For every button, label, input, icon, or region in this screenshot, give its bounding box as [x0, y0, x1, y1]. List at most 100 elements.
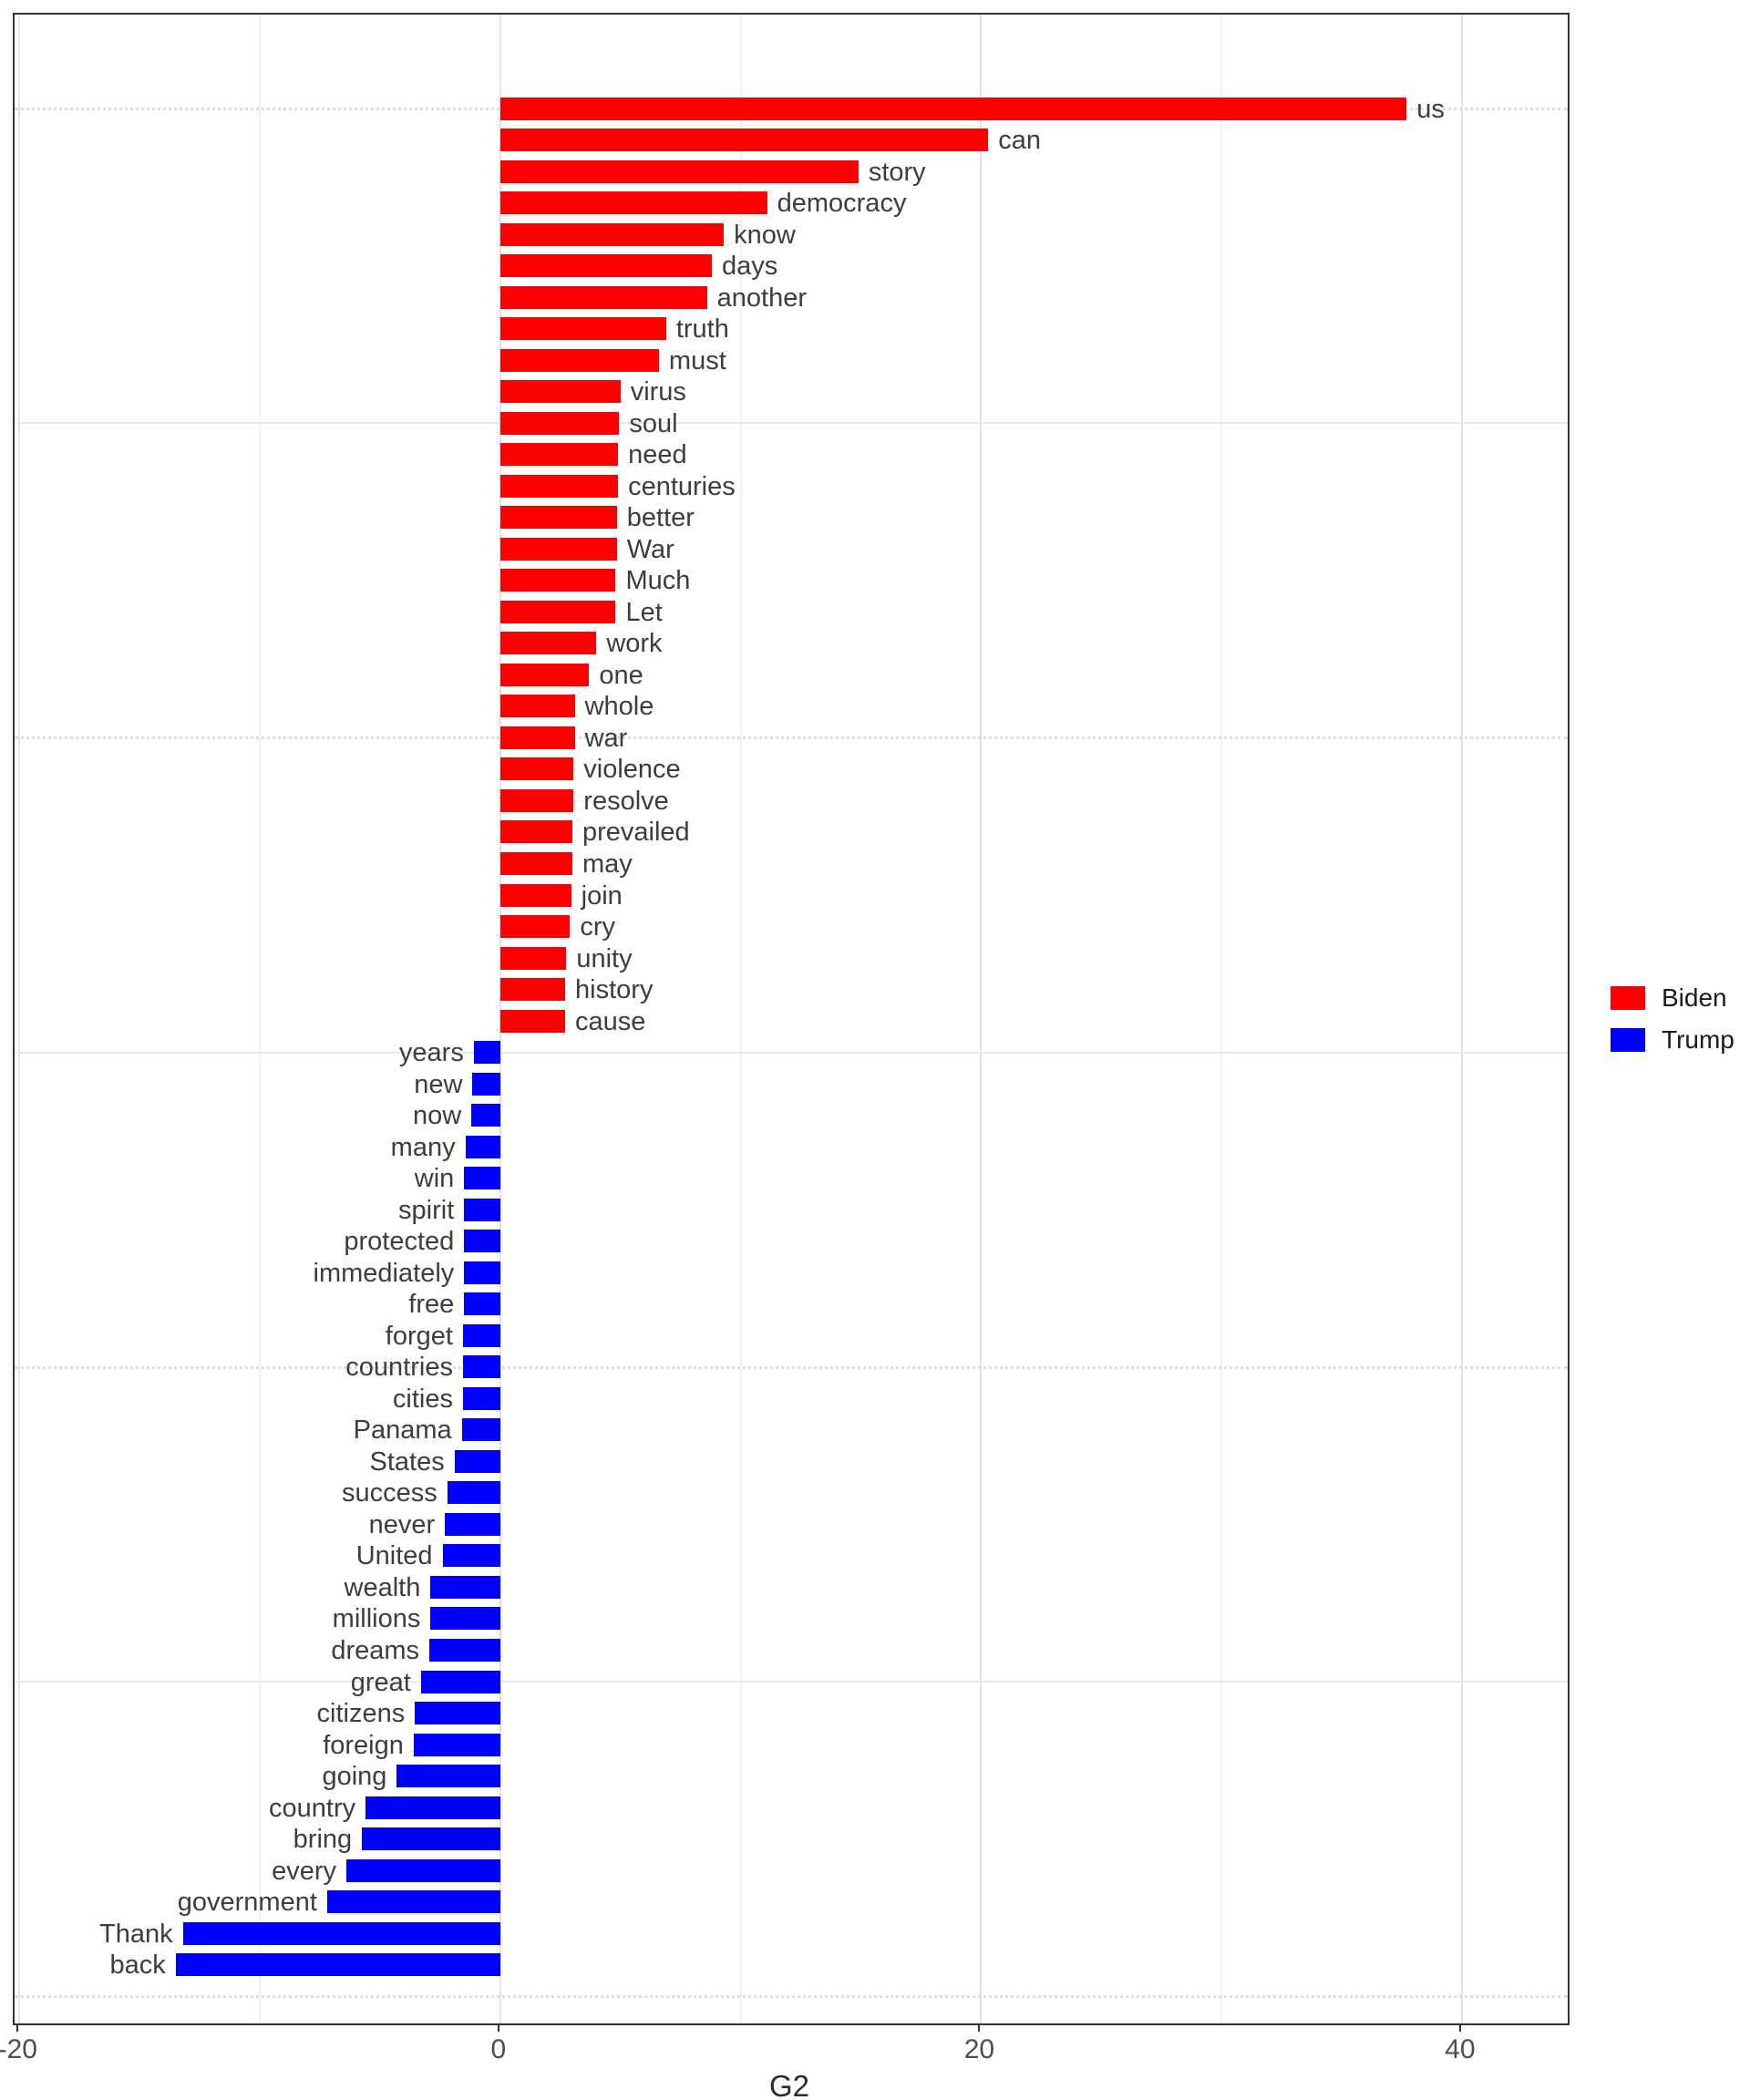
bar-label-us: us	[1416, 94, 1445, 124]
bar-virus	[499, 380, 621, 404]
vertical-major-gridline	[980, 15, 983, 2023]
bar-War	[499, 537, 617, 561]
bar-label-cities: cities	[392, 1384, 453, 1414]
bar-us	[499, 97, 1407, 120]
bar-countries	[462, 1355, 500, 1379]
bar-label-virus: virus	[630, 377, 686, 407]
horizontal-dotted-gridline	[15, 1365, 1568, 1369]
bar-label-forget: forget	[385, 1321, 453, 1351]
bar-label-Panama: Panama	[353, 1415, 452, 1446]
bar-must	[499, 348, 659, 372]
bar-Thank	[182, 1921, 500, 1945]
bar-label-another: another	[716, 283, 808, 313]
bar-centuries	[499, 474, 619, 498]
bar-label-can: can	[998, 126, 1042, 156]
bar-label-success: success	[342, 1478, 438, 1508]
bar-label-bring: bring	[293, 1825, 353, 1855]
bar-protected	[464, 1230, 500, 1253]
bar-cry	[499, 915, 571, 939]
bar-label-work: work	[606, 629, 663, 659]
bar-every	[346, 1858, 500, 1882]
bar-label-spirit: spirit	[398, 1195, 455, 1225]
vertical-major-gridline	[18, 15, 21, 2023]
bar-label-win: win	[414, 1164, 455, 1194]
x-tick-mark	[497, 2023, 499, 2032]
bar-great	[420, 1670, 500, 1693]
bar-label-country: country	[269, 1793, 356, 1823]
bar-label-back: back	[109, 1951, 166, 1981]
bar-label-foreign: foreign	[323, 1730, 404, 1760]
bar-label-centuries: centuries	[628, 471, 736, 501]
bar-win	[464, 1167, 500, 1190]
bar-label-Let: Let	[625, 597, 663, 627]
x-axis-title: G2	[768, 2069, 810, 2100]
bar-label-many: many	[390, 1132, 456, 1162]
bar-foreign	[413, 1733, 500, 1756]
vertical-major-gridline	[1460, 15, 1463, 2023]
bar-label-Much: Much	[625, 566, 691, 596]
bar-label-dreams: dreams	[331, 1635, 420, 1665]
bar-back	[175, 1953, 500, 1977]
bar-label-cry: cry	[580, 912, 615, 942]
bar-label-unity: unity	[576, 943, 633, 973]
bar-many	[465, 1135, 500, 1158]
bar-cities	[462, 1386, 500, 1410]
x-tick-mark	[16, 2023, 19, 2032]
bar-label-democracy: democracy	[777, 189, 907, 219]
bar-label-whole: whole	[584, 692, 654, 722]
bar-violence	[499, 757, 574, 781]
x-tick-mark	[978, 2023, 981, 2032]
bar-label-War: War	[626, 534, 674, 564]
bar-story	[499, 160, 859, 183]
bar-work	[499, 632, 597, 655]
bar-better	[499, 506, 617, 530]
bar-label-States: States	[369, 1446, 445, 1477]
bar-label-history: history	[575, 975, 654, 1005]
bar-label-countries: countries	[345, 1353, 453, 1383]
bar-unity	[499, 946, 567, 970]
bar-truth	[499, 317, 666, 341]
horizontal-solid-gridline	[15, 422, 1568, 425]
horizontal-solid-gridline	[15, 1681, 1568, 1683]
bar-days	[499, 254, 712, 278]
bar-label-join: join	[581, 880, 623, 911]
bar-Panama	[461, 1418, 500, 1442]
bar-cause	[499, 1009, 566, 1033]
bar-history	[499, 978, 566, 1002]
bar-government	[326, 1890, 500, 1914]
bar-label-United: United	[355, 1541, 433, 1571]
bar-label-millions: millions	[332, 1604, 421, 1634]
bar-can	[499, 129, 989, 152]
bar-label-violence: violence	[583, 755, 681, 785]
bar-one	[499, 663, 590, 686]
bar-label-great: great	[350, 1667, 411, 1697]
bar-label-know: know	[734, 220, 796, 250]
bar-label-must: must	[668, 345, 726, 376]
horizontal-dotted-gridline	[15, 736, 1568, 740]
bar-now	[471, 1104, 500, 1127]
bar-another	[499, 285, 707, 309]
x-tick-label: 40	[1445, 2034, 1476, 2064]
bar-label-story: story	[868, 157, 926, 187]
bar-label-citizens: citizens	[316, 1699, 406, 1729]
bar-new	[472, 1072, 500, 1096]
bar-label-soul: soul	[629, 408, 678, 438]
bar-label-truth: truth	[675, 314, 729, 345]
bar-millions	[430, 1607, 500, 1631]
bar-label-government: government	[177, 1888, 317, 1918]
bar-label-every: every	[272, 1856, 337, 1886]
horizontal-dotted-gridline	[15, 1995, 1568, 1999]
bar-label-years: years	[398, 1038, 464, 1068]
vertical-minor-gridline	[1220, 15, 1223, 2023]
bar-label-resolve: resolve	[583, 786, 669, 816]
bar-label-now: now	[412, 1101, 462, 1131]
bar-label-protected: protected	[344, 1227, 455, 1257]
legend-swatch-trump	[1611, 1028, 1645, 1052]
x-tick-label: 20	[963, 2034, 995, 2064]
bar-label-better: better	[626, 503, 695, 533]
bar-free	[464, 1292, 500, 1316]
plot-panel: us can story democracy know days another truth m…	[13, 13, 1570, 2025]
bar-label-going: going	[322, 1762, 387, 1792]
bar-label-immediately: immediately	[313, 1258, 455, 1288]
